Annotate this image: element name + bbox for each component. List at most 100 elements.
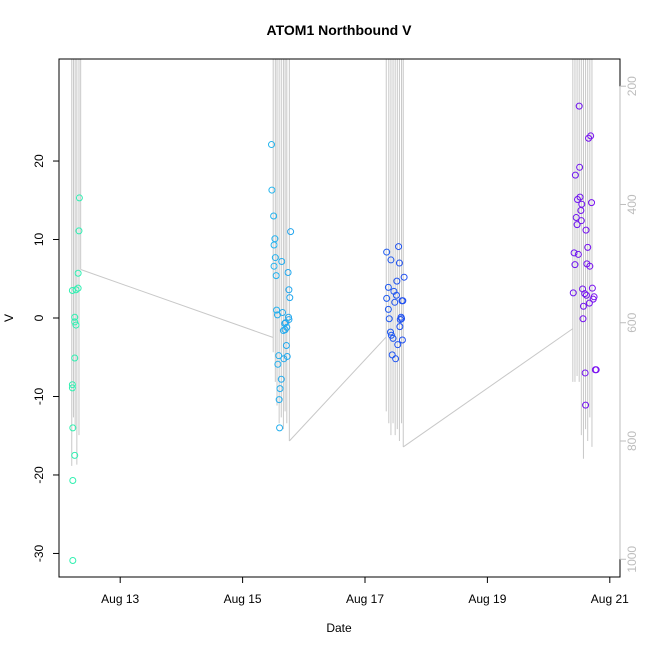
data-point bbox=[68, 384, 76, 392]
data-point bbox=[383, 294, 391, 302]
data-point bbox=[72, 286, 80, 294]
data-point bbox=[71, 354, 79, 362]
secondary-y-axis: 200 400 600 800 1000 bbox=[619, 76, 639, 573]
data-point bbox=[75, 194, 83, 202]
data-point bbox=[282, 341, 290, 349]
data-point bbox=[275, 352, 283, 360]
data-point bbox=[582, 401, 590, 409]
data-point bbox=[398, 336, 406, 344]
data-point bbox=[75, 227, 83, 235]
x-tick-label: Aug 17 bbox=[346, 592, 384, 606]
data-point bbox=[284, 268, 292, 276]
data-point bbox=[268, 141, 275, 149]
y-tick-label: 20 bbox=[32, 154, 46, 168]
data-point bbox=[399, 297, 407, 305]
data-point bbox=[388, 351, 396, 359]
y-tick-label: 0 bbox=[32, 314, 46, 321]
data-point bbox=[578, 200, 586, 208]
data-point bbox=[277, 375, 285, 383]
depth-layer bbox=[71, 59, 593, 466]
data-point bbox=[71, 313, 79, 321]
data-point bbox=[592, 366, 600, 374]
data-point bbox=[577, 217, 585, 225]
data-point bbox=[579, 302, 587, 310]
depth-connector-line bbox=[80, 269, 274, 338]
data-point bbox=[590, 293, 598, 301]
data-point bbox=[279, 309, 287, 317]
data-point bbox=[392, 355, 400, 363]
depth-connector-line bbox=[402, 328, 574, 448]
points-layer bbox=[68, 102, 600, 565]
data-point bbox=[71, 318, 79, 326]
data-point bbox=[270, 262, 278, 270]
secondary-y-tick-label: 200 bbox=[625, 76, 639, 96]
data-point bbox=[270, 212, 278, 220]
chart-title: ATOM1 Northbound V bbox=[267, 22, 413, 38]
secondary-y-tick-label: 1000 bbox=[625, 546, 639, 573]
secondary-y-tick-label: 800 bbox=[625, 431, 639, 451]
data-point bbox=[571, 261, 579, 269]
y-tick-label: -20 bbox=[32, 466, 46, 484]
data-point bbox=[570, 249, 578, 257]
data-point bbox=[575, 102, 583, 110]
data-point bbox=[68, 287, 76, 295]
data-point bbox=[394, 341, 402, 349]
data-point bbox=[581, 369, 589, 377]
data-point bbox=[283, 323, 291, 331]
data-point bbox=[395, 259, 403, 267]
data-point bbox=[278, 257, 286, 265]
data-point bbox=[69, 557, 77, 565]
data-point bbox=[274, 360, 282, 368]
data-point bbox=[384, 283, 392, 291]
data-point bbox=[270, 241, 278, 249]
data-point bbox=[396, 323, 404, 331]
data-point bbox=[285, 286, 293, 294]
data-point bbox=[586, 262, 594, 270]
secondary-y-tick-label: 400 bbox=[625, 194, 639, 214]
data-point bbox=[275, 396, 283, 404]
data-point bbox=[576, 193, 584, 201]
data-point bbox=[573, 221, 581, 229]
data-point bbox=[400, 273, 408, 281]
data-point bbox=[582, 291, 590, 299]
y-tick-label: -10 bbox=[32, 387, 46, 405]
data-point bbox=[271, 254, 279, 262]
data-point bbox=[287, 228, 295, 236]
data-point bbox=[276, 424, 284, 432]
data-point bbox=[571, 171, 579, 179]
data-point bbox=[272, 272, 280, 280]
data-point bbox=[72, 321, 80, 329]
data-point bbox=[582, 226, 590, 234]
data-point bbox=[576, 163, 584, 171]
secondary-y-tick-label: 600 bbox=[625, 312, 639, 332]
data-point bbox=[285, 316, 293, 324]
data-point bbox=[588, 199, 596, 207]
data-point bbox=[68, 381, 76, 389]
x-axis-label: Date bbox=[326, 621, 352, 635]
data-point bbox=[268, 186, 276, 194]
data-point bbox=[395, 243, 403, 251]
data-point bbox=[574, 250, 582, 258]
x-tick-label: Aug 21 bbox=[591, 592, 629, 606]
y-tick-label: -30 bbox=[32, 544, 46, 562]
depth-connector-line bbox=[288, 336, 387, 442]
data-point bbox=[383, 248, 391, 256]
data-point bbox=[74, 284, 82, 292]
data-point bbox=[69, 476, 77, 484]
data-point bbox=[271, 235, 279, 243]
data-point bbox=[393, 277, 401, 285]
data-point bbox=[286, 294, 294, 302]
data-point bbox=[569, 289, 577, 297]
x-tick-label: Aug 13 bbox=[101, 592, 139, 606]
y-axis-label: V bbox=[2, 314, 16, 322]
y-axis: -30 -20 -10 0 10 20 bbox=[32, 154, 60, 562]
data-point bbox=[71, 451, 79, 459]
x-tick-label: Aug 19 bbox=[468, 592, 506, 606]
data-point bbox=[276, 385, 284, 393]
data-point bbox=[273, 306, 281, 314]
data-point bbox=[581, 290, 589, 298]
data-point bbox=[585, 299, 593, 307]
data-point bbox=[585, 134, 593, 142]
data-point bbox=[387, 256, 395, 264]
